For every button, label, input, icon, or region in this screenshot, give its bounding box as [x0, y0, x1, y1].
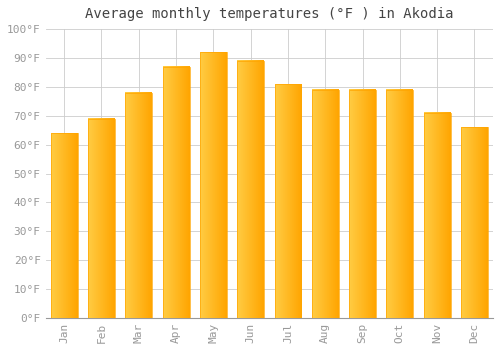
Bar	[126, 93, 152, 318]
Bar	[274, 84, 301, 318]
Bar	[386, 90, 413, 318]
Title: Average monthly temperatures (°F ) in Akodia: Average monthly temperatures (°F ) in Ak…	[85, 7, 454, 21]
Bar	[162, 66, 190, 318]
Bar	[88, 119, 115, 318]
Bar	[461, 127, 488, 318]
Bar	[200, 52, 227, 318]
Bar	[424, 113, 450, 318]
Bar	[312, 90, 338, 318]
Bar	[349, 90, 376, 318]
Bar	[237, 61, 264, 318]
Bar	[51, 133, 78, 318]
